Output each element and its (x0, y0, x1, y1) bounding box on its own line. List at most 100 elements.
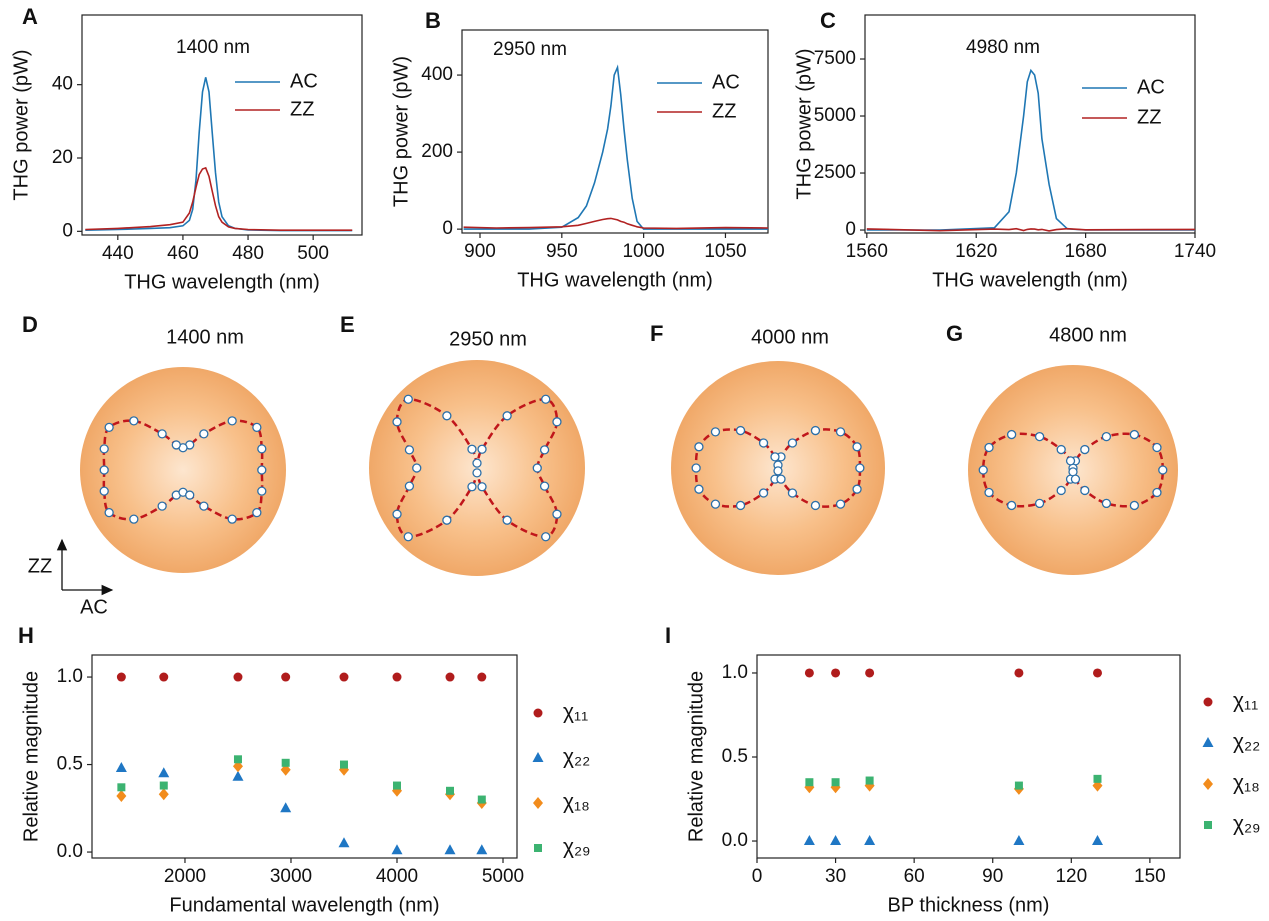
x-tick-label: 440 (102, 243, 134, 264)
data-point (227, 514, 237, 524)
data-point (1129, 500, 1140, 511)
plot-frame (91, 654, 518, 859)
data-point (1129, 429, 1140, 440)
x-axis-label: THG wavelength (nm) (124, 271, 320, 293)
panel-letter: E (340, 312, 355, 337)
data-point (978, 465, 988, 475)
data-point (403, 532, 413, 542)
data-point (831, 778, 840, 787)
data-point (1158, 465, 1168, 475)
data-point (117, 783, 126, 792)
data-point (984, 487, 994, 498)
data-point (444, 844, 456, 855)
data-point (776, 474, 786, 484)
legend-label: AC (712, 71, 740, 93)
x-tick-label: 460 (167, 243, 199, 264)
data-point (104, 422, 114, 433)
data-point (158, 788, 169, 801)
data-point (99, 465, 109, 475)
x-axis-label: BP thickness (nm) (888, 894, 1050, 916)
annotation: 4980 nm (966, 37, 1040, 58)
data-point (392, 417, 402, 427)
data-point (541, 532, 551, 542)
data-point (446, 786, 455, 795)
x-tick-label: 480 (232, 243, 264, 264)
data-point (339, 760, 348, 769)
data-point (403, 394, 413, 404)
y-tick-label: 7500 (814, 48, 856, 69)
legend-swatch (532, 752, 544, 762)
y-tick-label: 0.0 (57, 841, 83, 862)
sample-disc (80, 367, 286, 573)
x-axis-label: THG wavelength (nm) (932, 269, 1128, 291)
x-tick-label: 1050 (704, 241, 746, 262)
data-point (116, 672, 126, 682)
x-axis-label: THG wavelength (nm) (517, 269, 713, 291)
data-point (552, 509, 562, 519)
data-line (463, 217, 769, 230)
data-point (852, 484, 862, 494)
legend-swatch (533, 797, 543, 809)
data-point (1034, 498, 1045, 509)
data-point (835, 427, 846, 437)
data-point (865, 668, 875, 678)
panel-letter: I (665, 623, 671, 648)
data-line (866, 68, 1195, 231)
data-point (710, 427, 721, 437)
data-point (477, 444, 487, 454)
x-tick-label: 150 (1134, 866, 1166, 887)
data-point (404, 481, 415, 491)
data-point (1080, 444, 1090, 455)
legend-label: AC (1137, 76, 1165, 98)
data-point (770, 452, 780, 462)
x-tick-label: 1560 (846, 241, 888, 262)
data-point (773, 466, 783, 476)
data-point (233, 755, 242, 764)
data-point (541, 394, 551, 404)
data-point (185, 490, 195, 500)
legend-label: ZZ (1137, 106, 1161, 128)
panel-letter: H (18, 623, 34, 648)
x-tick-label: 90 (982, 866, 1003, 887)
data-point (532, 463, 542, 473)
data-point (694, 484, 704, 494)
y-axis-label: Relative magnitude (685, 671, 707, 842)
x-tick-label: 1740 (1174, 241, 1216, 262)
data-point (477, 672, 487, 682)
data-point (758, 438, 769, 448)
data-point (539, 445, 550, 455)
data-point (257, 486, 267, 496)
y-tick-label: 1.0 (722, 662, 748, 683)
data-point (1006, 429, 1017, 440)
y-tick-label: 0.5 (57, 754, 83, 775)
data-point (280, 802, 292, 813)
data-point (1014, 781, 1023, 790)
y-tick-label: 2500 (814, 162, 856, 183)
data-point (252, 507, 262, 518)
data-point (810, 500, 821, 511)
legend-swatch (534, 844, 542, 852)
x-tick-label: 1000 (622, 241, 664, 262)
data-point (830, 835, 842, 846)
legend-label: χ₁₈ (563, 791, 590, 814)
data-point (691, 463, 701, 473)
data-point (281, 758, 290, 767)
x-tick-label: 0 (752, 866, 763, 887)
data-point (442, 411, 452, 421)
data-point (171, 440, 181, 450)
data-point (1092, 668, 1102, 678)
data-point (477, 482, 487, 492)
legend-label: χ₁₁ (1233, 690, 1258, 713)
data-point (392, 672, 402, 682)
data-point (99, 486, 109, 496)
data-point (477, 795, 486, 804)
y-axis-label: THG power (pW) (390, 56, 412, 207)
data-line (463, 64, 768, 230)
data-point (104, 507, 114, 518)
data-line (85, 166, 353, 231)
data-point (1101, 431, 1112, 442)
legend-label: χ₂₂ (563, 746, 590, 769)
data-point (99, 444, 109, 454)
y-tick-label: 0.5 (722, 746, 748, 767)
data-point (1152, 487, 1162, 498)
